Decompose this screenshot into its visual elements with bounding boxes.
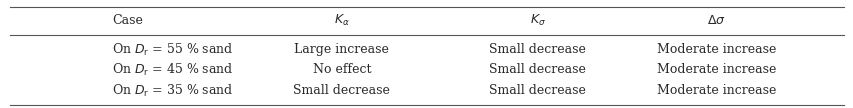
Text: No effect: No effect xyxy=(312,63,371,76)
Text: On $D_{\mathrm{r}}$ = 45 % sand: On $D_{\mathrm{r}}$ = 45 % sand xyxy=(112,62,234,78)
Text: Moderate increase: Moderate increase xyxy=(656,84,775,97)
Text: Case: Case xyxy=(112,14,142,27)
Text: On $D_{\mathrm{r}}$ = 35 % sand: On $D_{\mathrm{r}}$ = 35 % sand xyxy=(112,83,234,99)
Text: Moderate increase: Moderate increase xyxy=(656,63,775,76)
Text: $K_{\sigma}$: $K_{\sigma}$ xyxy=(529,13,545,28)
Text: Large increase: Large increase xyxy=(294,43,389,56)
Text: Moderate increase: Moderate increase xyxy=(656,43,775,56)
Text: Small decrease: Small decrease xyxy=(489,84,585,97)
Text: $\Delta\sigma$: $\Delta\sigma$ xyxy=(706,14,725,27)
Text: Small decrease: Small decrease xyxy=(293,84,390,97)
Text: Small decrease: Small decrease xyxy=(489,63,585,76)
Text: Small decrease: Small decrease xyxy=(489,43,585,56)
Text: On $D_{\mathrm{r}}$ = 55 % sand: On $D_{\mathrm{r}}$ = 55 % sand xyxy=(112,42,234,58)
Text: $K_{\alpha}$: $K_{\alpha}$ xyxy=(334,13,350,28)
